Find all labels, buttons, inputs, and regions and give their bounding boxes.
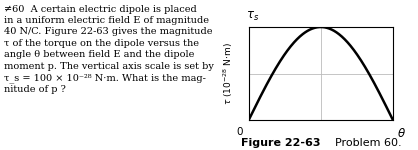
Text: $\tau_s$: $\tau_s$ xyxy=(246,10,259,23)
Text: ≠60  A certain electric dipole is placed
in a uniform electric field E of magnit: ≠60 A certain electric dipole is placed … xyxy=(4,4,214,94)
Text: Problem 60.: Problem 60. xyxy=(321,138,401,148)
Text: Figure 22-63: Figure 22-63 xyxy=(241,138,321,148)
Text: $\theta$: $\theta$ xyxy=(397,128,406,140)
Text: 0: 0 xyxy=(237,128,243,137)
Text: $\tau\ (10^{-28}\ \mathrm{N{\cdot}m})$: $\tau\ (10^{-28}\ \mathrm{N{\cdot}m})$ xyxy=(221,42,234,105)
